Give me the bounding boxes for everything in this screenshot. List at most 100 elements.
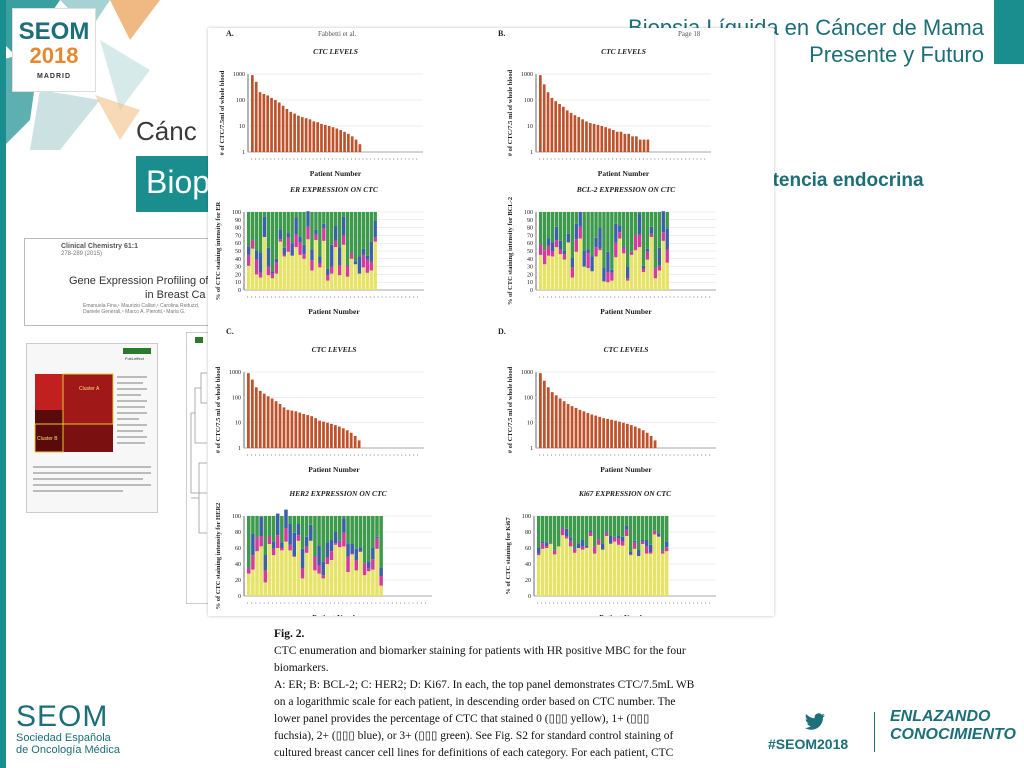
x-tick-mark: • (654, 157, 656, 161)
pink-segment (345, 265, 350, 277)
x-tick-mark: • (575, 453, 577, 457)
y-axis-label: # of CTC/7.5 ml of whole blood (507, 366, 514, 453)
x-tick-mark: • (355, 157, 357, 161)
ctc-bar (331, 127, 335, 152)
x-tick-mark: • (324, 157, 326, 161)
ctc-bar (285, 109, 289, 152)
blue-segment (302, 244, 306, 255)
x-tick-mark: • (594, 453, 596, 457)
left-accent-bar (0, 0, 6, 768)
blue-segment (582, 251, 586, 267)
yellow-segment (641, 544, 645, 596)
pink-segment (349, 253, 354, 259)
x-tick-mark: • (382, 157, 384, 161)
x-tick-mark: • (302, 295, 304, 299)
green-segment (262, 212, 267, 217)
blue-segment (309, 524, 313, 541)
green-segment (589, 516, 593, 531)
x-tick-mark: • (263, 453, 265, 457)
ctc-bar (335, 128, 339, 152)
ctc-bar (638, 139, 642, 152)
ctc-bar (631, 136, 634, 152)
yellow-segment (365, 272, 369, 290)
x-tick-mark: • (374, 295, 376, 299)
pink-segment (649, 552, 653, 554)
y-tick-label: 30 (235, 265, 241, 271)
x-tick-mark: • (326, 601, 328, 605)
x-tick-mark: • (255, 157, 257, 161)
green-segment (341, 212, 346, 217)
ctc-bar (339, 130, 343, 152)
x-tick-mark: • (350, 295, 352, 299)
ctc-bar (642, 139, 646, 152)
pink-segment (296, 535, 301, 541)
ctc-bar (594, 415, 598, 448)
ctc-figure: Fabbetti et al. Page 18 A. CTC LEVELS # of C… (208, 28, 774, 616)
x-tick-mark: • (378, 157, 380, 161)
pink-segment (610, 272, 614, 281)
x-tick-mark: • (314, 453, 316, 457)
yellow-segment (375, 548, 379, 596)
ctc-bar (310, 416, 314, 448)
blue-segment (357, 256, 362, 274)
pink-segment (270, 273, 275, 279)
caption-line: on a logarithmic scale for each patient,… (274, 696, 676, 708)
x-tick-mark: • (605, 601, 607, 605)
blue-segment (565, 528, 569, 536)
x-tick-mark: • (393, 295, 395, 299)
x-tick-mark: • (413, 453, 415, 457)
ctc-bar (308, 119, 312, 152)
x-tick-mark: • (405, 453, 407, 457)
x-tick-mark: • (650, 157, 652, 161)
x-tick-mark: • (367, 601, 369, 605)
ctc-bar (562, 106, 565, 152)
x-tick-mark: • (378, 453, 380, 457)
x-tick-mark: • (302, 453, 304, 457)
blue-segment (310, 249, 314, 261)
x-tick-mark: • (661, 601, 663, 605)
ctc-bar (300, 117, 304, 152)
ctc-bar (357, 440, 361, 448)
x-tick-mark: • (662, 157, 664, 161)
ctc-bar (270, 398, 274, 448)
ctc-bar (586, 413, 590, 448)
x-tick-mark: • (545, 601, 547, 605)
x-tick-mark: • (251, 295, 253, 299)
blue-segment (345, 264, 350, 266)
blue-segment (278, 229, 282, 240)
x-tick-mark: • (553, 601, 555, 605)
x-tick-mark: • (633, 601, 635, 605)
blue-segment (585, 545, 589, 548)
x-tick-mark: • (658, 295, 660, 299)
green-segment (569, 516, 573, 538)
pink-segment (645, 251, 650, 260)
x-tick-mark: • (358, 295, 360, 299)
x-tick-mark: • (263, 157, 265, 161)
x-tick-mark: • (310, 453, 312, 457)
yellow-segment (657, 536, 661, 596)
y-tick-label: 80 (235, 226, 241, 232)
green-segment (258, 212, 263, 253)
x-tick-mark: • (693, 453, 695, 457)
yellow-segment (282, 256, 286, 290)
x-tick-mark: • (366, 157, 368, 161)
pink-segment (665, 547, 669, 552)
x-tick-mark: • (397, 453, 399, 457)
pink-segment (314, 234, 318, 241)
green-segment (329, 516, 334, 540)
x-tick-mark: • (320, 157, 322, 161)
right-decoration (994, 0, 1024, 64)
x-tick-mark: • (350, 453, 352, 457)
blue-segment (334, 226, 338, 241)
x-tick-mark: • (559, 295, 561, 299)
x-tick-mark: • (693, 295, 695, 299)
x-tick-mark: • (537, 601, 539, 605)
blue-segment (665, 541, 669, 548)
x-tick-mark: • (653, 601, 655, 605)
x-tick-mark: • (306, 453, 308, 457)
blue-segment (247, 567, 251, 568)
yellow-segment (594, 256, 598, 290)
ctc-bar (337, 426, 341, 448)
x-tick-mark: • (589, 157, 591, 161)
x-tick-mark: • (634, 453, 636, 457)
